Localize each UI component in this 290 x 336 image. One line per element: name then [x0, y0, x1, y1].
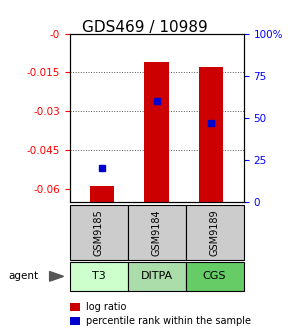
Polygon shape	[50, 271, 64, 281]
Text: DITPA: DITPA	[141, 271, 173, 281]
Bar	[90, 186, 115, 202]
Text: GDS469 / 10989: GDS469 / 10989	[82, 20, 208, 35]
Text: GSM9185: GSM9185	[94, 209, 104, 256]
Text: log ratio: log ratio	[86, 302, 126, 312]
Bar	[199, 67, 223, 202]
Text: agent: agent	[9, 271, 39, 281]
Text: GSM9184: GSM9184	[152, 209, 162, 256]
Text: percentile rank within the sample: percentile rank within the sample	[86, 316, 251, 326]
Bar	[144, 62, 169, 202]
Text: T3: T3	[92, 271, 106, 281]
Text: CGS: CGS	[203, 271, 226, 281]
Text: GSM9189: GSM9189	[210, 209, 220, 256]
